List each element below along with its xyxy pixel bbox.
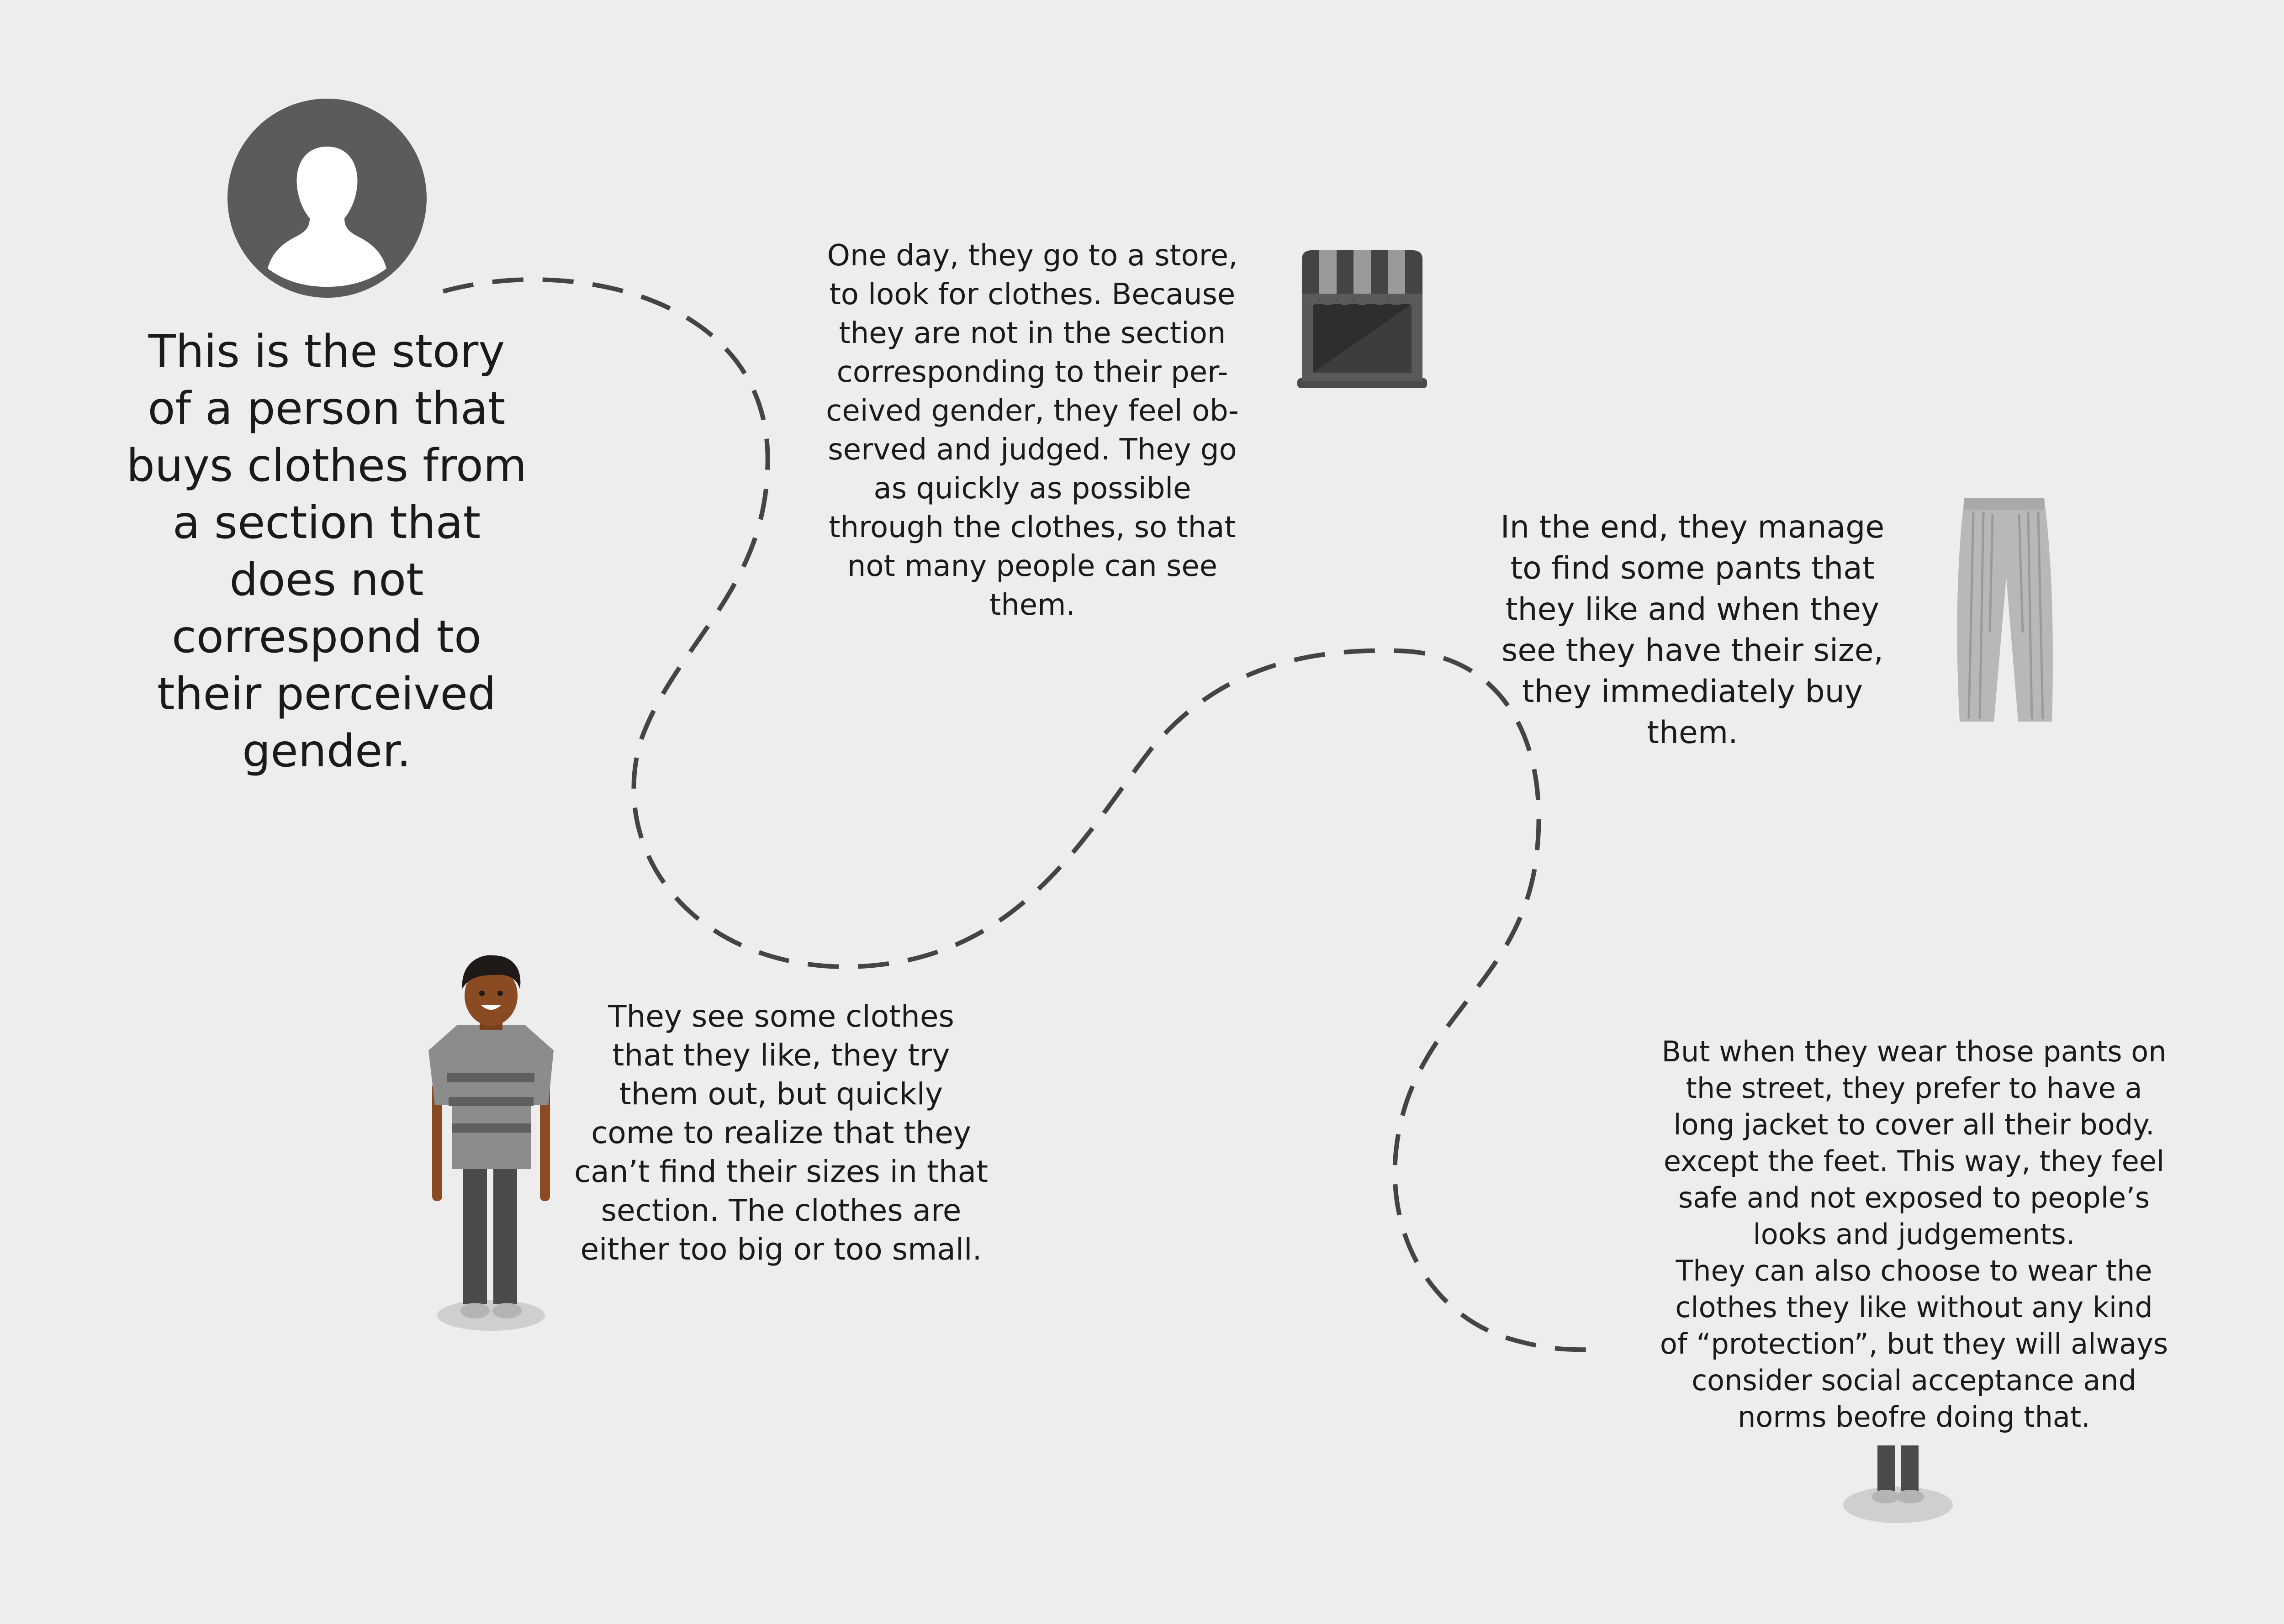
user-avatar-icon [227,99,427,298]
pants-found-text: In the end, they manage to find some pan… [1500,509,1885,751]
person-figure [428,955,554,1331]
store-visit-text: One day, they go to a store, to look for… [826,239,1239,622]
dashed-path-line [442,277,1604,1352]
storefront-icon [1297,250,1427,388]
street-wearing-text: But when they wear those pants on the st… [1660,1035,2168,1434]
feet-figure [1843,1445,1953,1523]
trying-clothes-text: They see some clothes that they like, th… [574,999,988,1267]
intro-text: This is the story of a person that buys … [126,326,527,777]
pants-icon [1957,498,2053,722]
